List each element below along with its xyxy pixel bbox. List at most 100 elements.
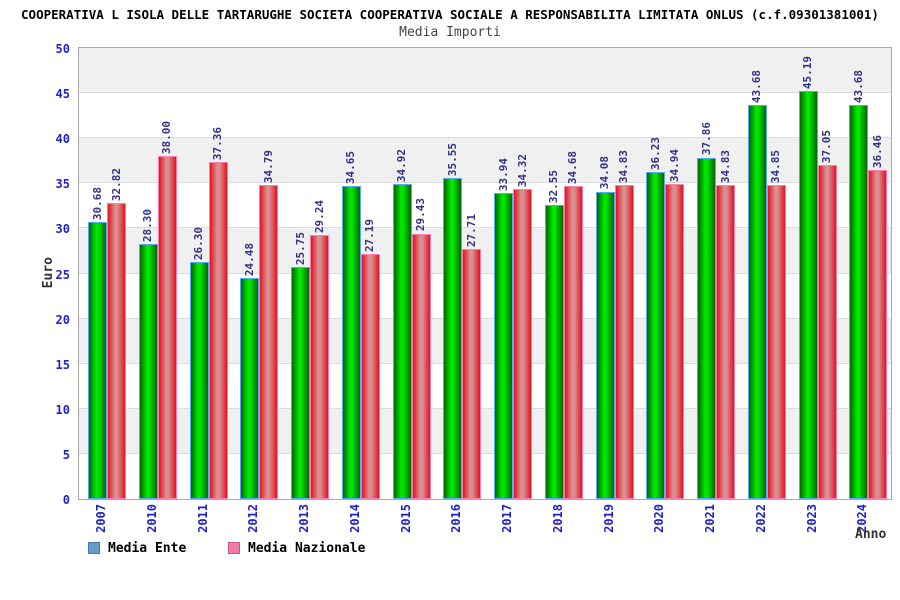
bar-value-label: 27.71 [464, 213, 478, 248]
bar-value-label: 29.43 [414, 198, 427, 232]
bar-value-label: 32.55 [547, 170, 561, 204]
bar-value-label: 34.94 [667, 148, 681, 182]
bar-value-label: 37.05 [820, 129, 833, 163]
x-tick-label: 2016 [449, 504, 464, 533]
bar-value-label: 37.36 [211, 126, 224, 161]
y-axis-title: Euro [41, 257, 56, 289]
y-tick-label: 40 [55, 132, 70, 147]
bar-media-nazionale [614, 184, 634, 499]
media-ente-swatch-icon [88, 542, 100, 554]
x-tick-label: 2023 [804, 504, 819, 533]
gridline [79, 92, 891, 94]
legend-item-media-nazionale: Media Nazionale [228, 540, 365, 556]
bar-value-label: 34.83 [617, 149, 630, 183]
gridline [79, 362, 891, 364]
bar-media-ente [88, 222, 107, 499]
x-tick-label: 2021 [703, 504, 717, 533]
bar-media-nazionale [310, 235, 329, 499]
y-tick-label: 20 [55, 312, 70, 327]
bar-media-nazionale [259, 185, 279, 499]
bar-media-nazionale [716, 184, 735, 499]
bar-media-nazionale [462, 249, 482, 499]
bar-media-ente [138, 243, 158, 499]
bar-value-label: 34.83 [718, 149, 732, 183]
bar-value-label: 34.08 [598, 156, 611, 190]
bar-value-label: 30.68 [90, 187, 104, 221]
legend-label-media-nazionale: Media Nazionale [248, 540, 366, 556]
bar-media-ente [494, 192, 513, 499]
bar-value-label: 35.55 [445, 143, 459, 177]
x-tick-label: 2017 [500, 504, 514, 533]
bar-media-nazionale [360, 253, 380, 499]
y-tick-label: 35 [55, 177, 70, 192]
bar-media-ente [240, 278, 260, 499]
bar-value-label: 36.46 [870, 135, 884, 169]
bar-value-label: 43.68 [851, 69, 865, 104]
y-tick-label: 50 [55, 42, 70, 56]
bar-media-nazionale [817, 164, 837, 499]
bar-value-label: 28.30 [141, 208, 155, 242]
y-tick-label: 30 [55, 222, 70, 237]
chart-subtitle: Media Importi [399, 25, 501, 40]
y-tick-label: 10 [55, 402, 70, 417]
y-tick-label: 15 [55, 357, 70, 372]
bar-media-nazionale [868, 170, 888, 499]
bar-value-label: 34.92 [395, 148, 408, 183]
bar-value-label: 29.24 [312, 200, 326, 234]
gridline [79, 317, 891, 319]
bar-media-ente [341, 186, 361, 499]
gridline [79, 452, 891, 454]
bar-media-ente [697, 157, 716, 499]
bar-value-label: 34.65 [344, 151, 358, 185]
bar-media-ente [291, 266, 310, 499]
legend-item-media-ente: Media Ente [88, 540, 186, 556]
gridline [79, 407, 891, 409]
media-nazionale-swatch-icon [228, 542, 240, 554]
bar-media-nazionale [107, 202, 126, 499]
bar-media-ente [798, 91, 818, 499]
x-tick-label: 2022 [753, 504, 768, 533]
bar-media-nazionale [513, 189, 532, 499]
y-tick-label: 45 [55, 87, 70, 102]
bar-media-ente [646, 172, 666, 499]
x-tick-label: 2011 [195, 504, 210, 533]
gridline [79, 137, 891, 139]
bar-media-nazionale [563, 186, 583, 499]
bar-media-ente [544, 205, 564, 499]
bar-value-label: 24.48 [242, 243, 256, 277]
y-tick-label: 25 [55, 267, 70, 282]
bar-value-label: 34.32 [515, 154, 529, 188]
bar-media-ente [595, 191, 615, 499]
x-tick-label: 2020 [652, 504, 667, 533]
bar-media-nazionale [208, 162, 228, 499]
bar-media-nazionale [411, 233, 431, 499]
legend-label-media-ente: Media Ente [108, 540, 187, 556]
bar-value-label: 27.19 [363, 218, 377, 252]
y-tick-label: 0 [62, 493, 70, 507]
bar-media-ente [849, 105, 869, 499]
bar-value-label: 45.19 [801, 56, 814, 90]
bar-value-label: 37.86 [699, 122, 713, 156]
plot-band [79, 48, 891, 94]
bar-value-label: 38.00 [160, 121, 174, 155]
bar-value-label: 34.68 [566, 151, 580, 185]
bar-value-label: 34.79 [261, 150, 275, 184]
x-tick-label: 2018 [550, 504, 565, 533]
x-tick-label: 2012 [246, 504, 261, 533]
bar-media-nazionale [157, 156, 177, 499]
y-tick-label: 5 [62, 447, 70, 462]
gridline [79, 182, 891, 184]
plot-area: 30.68 32.82 28.30 38.00 26.30 37.36 24.48 34.79… [78, 47, 892, 500]
bar-media-ente [392, 184, 412, 499]
bar-value-label: 26.30 [192, 226, 205, 260]
bar-value-label: 36.23 [648, 137, 662, 171]
bar-media-ente [747, 105, 767, 499]
gridline [79, 227, 891, 229]
x-axis-title: Anno [855, 527, 887, 542]
x-tick-label: 2015 [398, 504, 413, 533]
bar-media-ente [443, 178, 463, 499]
bar-value-label: 43.68 [750, 69, 764, 104]
chart-title: COOPERATIVA L ISOLA DELLE TARTARUGHE SOC… [21, 7, 879, 22]
x-tick-label: 2013 [297, 504, 311, 533]
